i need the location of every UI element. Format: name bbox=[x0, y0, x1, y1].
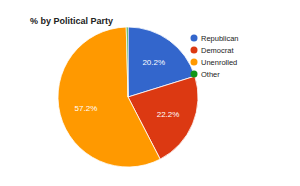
legend-swatch bbox=[191, 59, 198, 66]
data-label: 57.2% bbox=[75, 104, 98, 113]
slices bbox=[58, 27, 198, 167]
legend-swatch bbox=[191, 71, 198, 78]
data-label: 22.2% bbox=[157, 110, 180, 119]
data-label: 20.2% bbox=[142, 58, 165, 67]
legend-label: Other bbox=[201, 70, 220, 79]
slice bbox=[126, 27, 128, 97]
slice bbox=[58, 27, 160, 167]
data-labels: 20.2% 22.2% 57.2% bbox=[75, 58, 180, 119]
legend-label: Unenrolled bbox=[201, 58, 237, 67]
chart: % by Political Party 20.2% 22.2% 57.2% Repub… bbox=[0, 0, 300, 186]
legend-swatch bbox=[191, 35, 198, 42]
legend: Republican Democrat Unenrolled Other bbox=[191, 34, 239, 79]
legend-label: Democrat bbox=[201, 46, 234, 55]
title: % by Political Party bbox=[30, 16, 113, 26]
legend-label: Republican bbox=[201, 34, 239, 43]
legend-swatch bbox=[191, 47, 198, 54]
